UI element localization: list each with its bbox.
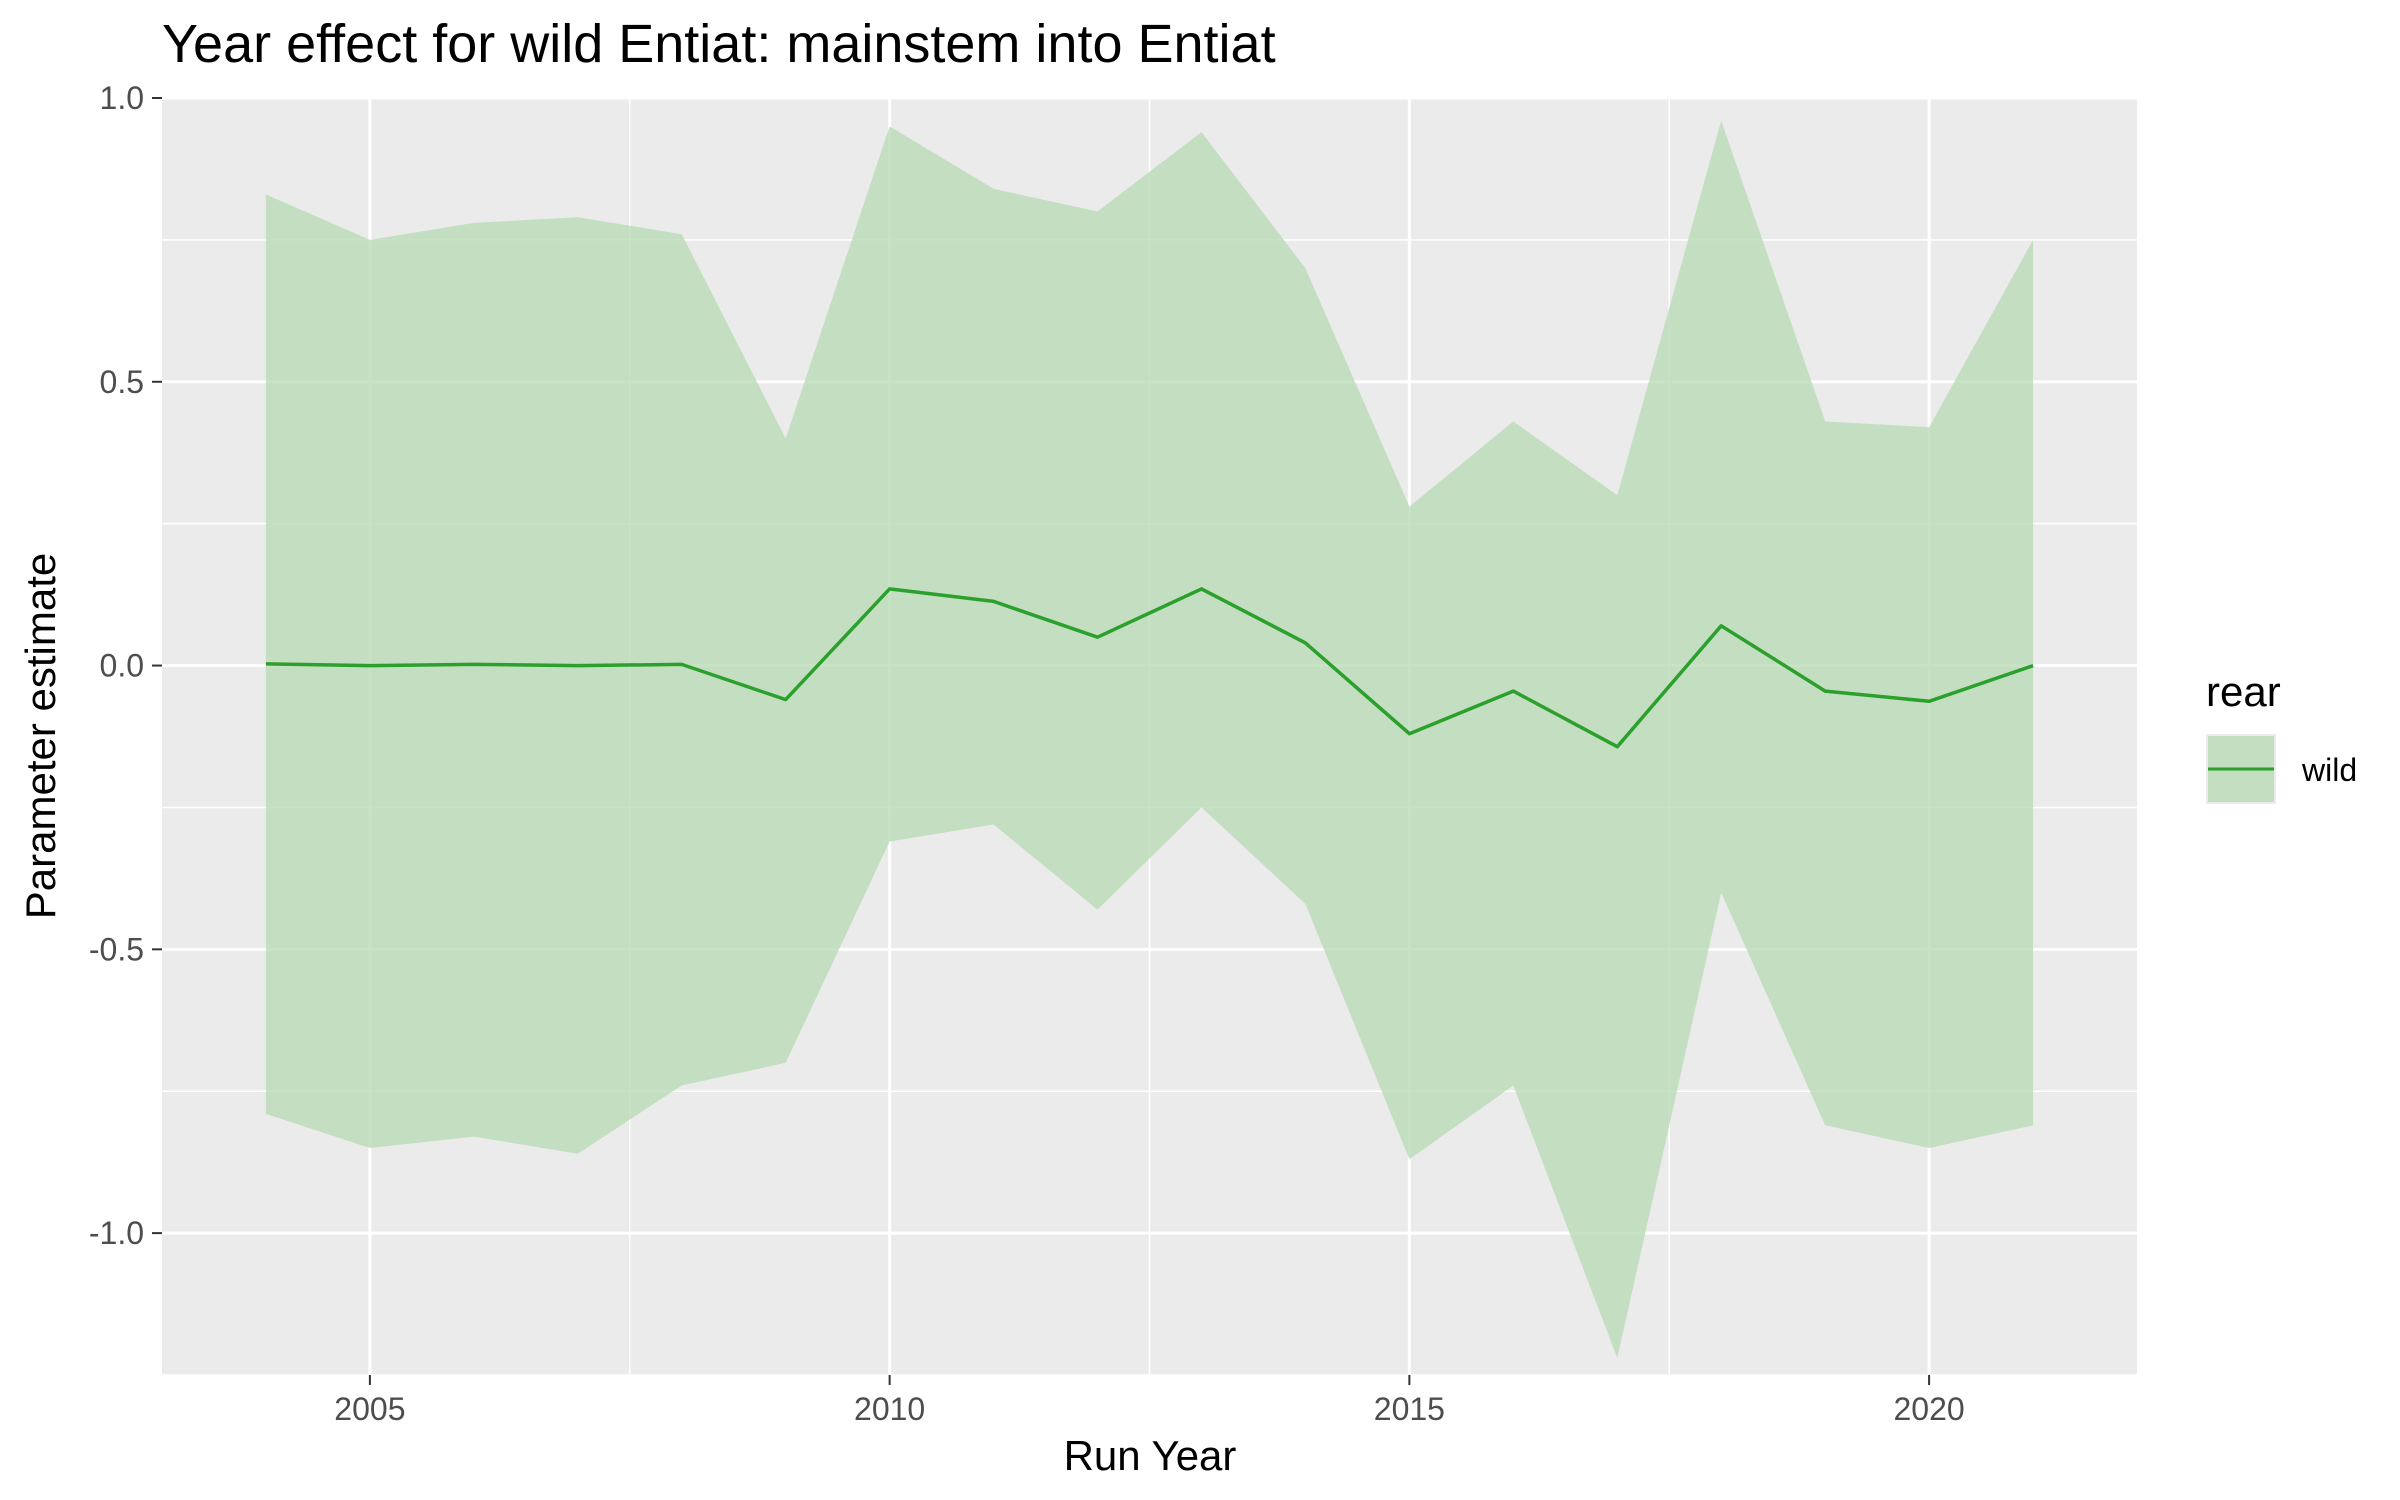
x-tick-label: 2015 — [1374, 1391, 1445, 1427]
y-tick-label: -1.0 — [89, 1215, 144, 1251]
x-axis-title: Run Year — [1064, 1432, 1237, 1479]
x-tick-label: 2020 — [1894, 1391, 1965, 1427]
y-tick-label: -0.5 — [89, 931, 144, 967]
legend: rear wild — [2206, 668, 2357, 804]
x-tick-label: 2010 — [854, 1391, 925, 1427]
y-axis-title: Parameter estimate — [17, 553, 64, 919]
x-axis: 2005 2010 2015 2020 — [334, 1375, 1965, 1427]
series-layer — [265, 120, 2034, 1359]
y-tick-label: 1.0 — [100, 80, 144, 116]
chart-title: Year effect for wild Entiat: mainstem in… — [162, 14, 1276, 74]
series-line-wild — [265, 587, 2034, 749]
y-axis: 1.0 0.5 0.0 -0.5 -1.0 — [89, 80, 162, 1251]
confidence-ribbon-wild — [265, 120, 2034, 1359]
legend-title: rear — [2206, 668, 2281, 715]
y-tick-label: 0.0 — [100, 648, 144, 684]
legend-label-wild: wild — [2301, 752, 2357, 788]
x-tick-label: 2005 — [334, 1391, 405, 1427]
y-tick-label: 0.5 — [100, 364, 144, 400]
